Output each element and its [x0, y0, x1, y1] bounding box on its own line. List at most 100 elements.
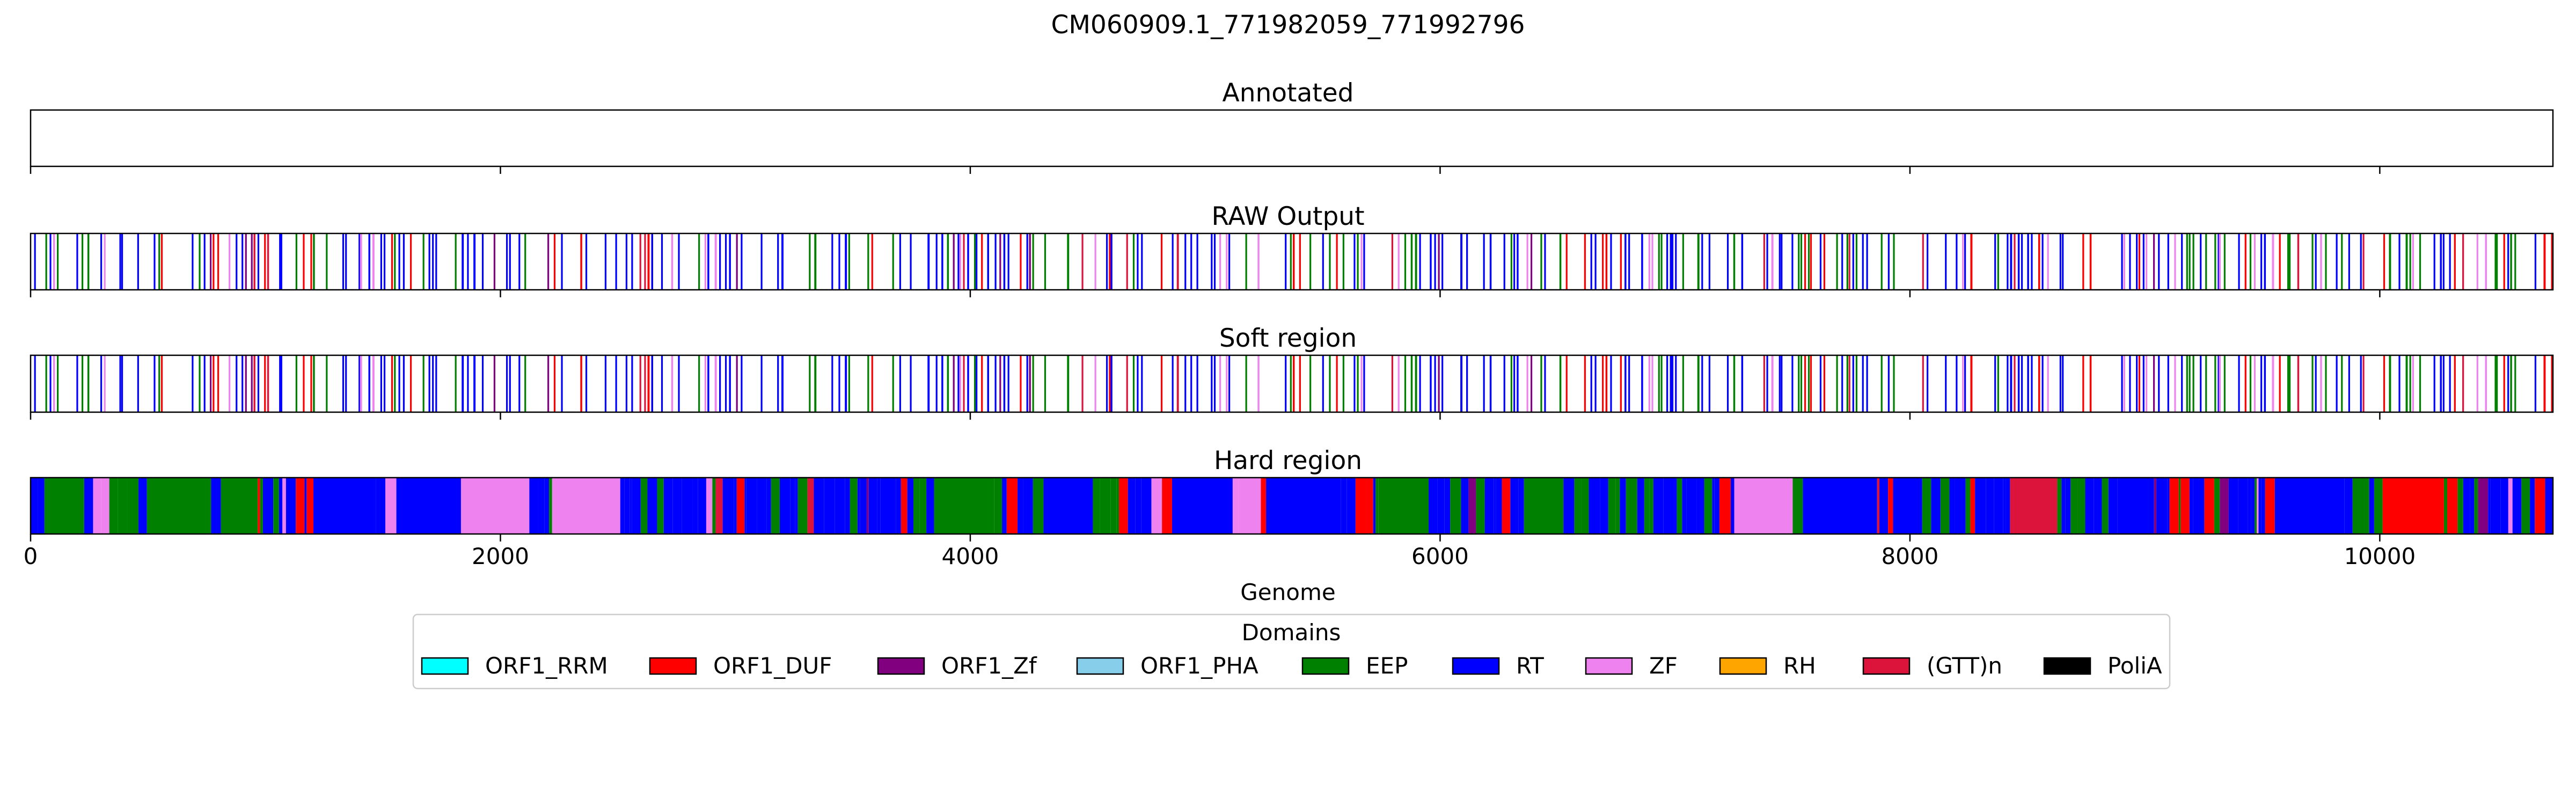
domain-segment [1020, 355, 1022, 412]
domain-segment [2010, 233, 2012, 290]
domain-segment [2382, 478, 2444, 534]
domain-segment [880, 478, 889, 534]
domain-segment [2200, 355, 2202, 412]
domain-segment [267, 355, 269, 412]
domain-segment [981, 355, 983, 412]
domain-segment [1819, 355, 1822, 412]
domain-segment [2059, 233, 2061, 290]
domain-segment [1141, 355, 1143, 412]
domain-segment [409, 355, 412, 412]
domain-segment [1373, 478, 1376, 534]
domain-segment [1032, 355, 1034, 412]
domain-segment [704, 233, 707, 290]
domain-segment [1329, 355, 1331, 412]
domain-segment [1342, 233, 1344, 290]
domain-segment [2510, 233, 2512, 290]
domain-segment [760, 355, 763, 412]
domain-segment [1067, 355, 1070, 412]
domain-segment [1862, 233, 1864, 290]
domain-segment [1517, 355, 1519, 412]
domain-segment [91, 478, 93, 534]
legend-swatch [1452, 657, 1500, 675]
domain-segment [257, 233, 260, 290]
domain-segment [757, 478, 767, 534]
domain-segment [538, 478, 545, 534]
domain-segment [1708, 233, 1710, 290]
domain-segment [1862, 355, 1864, 412]
domain-segment [2214, 478, 2220, 534]
domain-segment [1970, 233, 1973, 290]
domain-segment [467, 233, 469, 290]
domain-segment [927, 233, 930, 290]
domain-segment [372, 355, 375, 412]
domain-segment [2409, 355, 2411, 412]
domain-segment [1540, 233, 1542, 290]
domain-segment [1628, 355, 1630, 412]
domain-segment [1437, 478, 1445, 534]
domain-segment [1441, 355, 1444, 412]
domain-segment [2070, 478, 2078, 534]
domain-segment [217, 355, 219, 412]
domain-segment [1489, 355, 1492, 412]
domain-segment [707, 355, 709, 412]
domain-segment [959, 233, 962, 290]
domain-segment [671, 355, 674, 412]
domain-segment [1430, 355, 1432, 412]
domain-segment [941, 355, 943, 412]
domain-segment [2153, 355, 2155, 412]
domain-segment [1610, 233, 1612, 290]
domain-segment [119, 233, 121, 290]
domain-segment [310, 233, 312, 290]
domain-segment [2223, 233, 2226, 290]
domain-segment [2010, 478, 2058, 534]
domain-segment [2494, 233, 2497, 290]
domain-segment [2214, 355, 2216, 412]
domain-segment [963, 355, 965, 412]
panel-frame [30, 354, 2554, 413]
domain-segment [777, 355, 779, 412]
domain-segment [380, 233, 382, 290]
domain-segment [620, 478, 625, 534]
domain-segment [1922, 355, 1924, 412]
domain-segment [409, 233, 412, 290]
domain-segment [1510, 355, 1512, 412]
domain-segment [1292, 355, 1295, 412]
domain-segment [1357, 233, 1359, 290]
domain-segment [957, 233, 960, 290]
domain-segment [1341, 478, 1347, 534]
domain-segment [2261, 478, 2265, 534]
domain-segment [1226, 355, 1228, 412]
domain-segment [999, 233, 1001, 290]
domain-segment [2027, 233, 2029, 290]
domain-segment [1176, 355, 1179, 412]
domain-segment [1697, 355, 1700, 412]
domain-segment [1517, 233, 1519, 290]
domain-segment [2220, 478, 2229, 534]
domain-segment [1888, 478, 1891, 534]
domain-segment [2454, 355, 2456, 412]
domain-segment [2478, 478, 2489, 534]
domain-segment [647, 478, 657, 534]
domain-segment [1526, 355, 1528, 412]
domain-segment [1094, 355, 1096, 412]
domain-segment [1397, 355, 1400, 412]
domain-segment [974, 355, 976, 412]
domain-segment [2219, 233, 2221, 290]
domain-segment [561, 233, 563, 290]
domain-segment [1007, 233, 1009, 290]
legend-label: ORF1_PHA [1140, 653, 1258, 679]
domain-segment [1353, 355, 1356, 412]
domain-segment [1696, 478, 1704, 534]
domain-segment [2138, 233, 2141, 290]
domain-segment [229, 355, 231, 412]
domain-segment [2447, 478, 2458, 534]
domain-segment [1357, 355, 1359, 412]
domain-segment [2260, 233, 2263, 290]
domain-segment [1020, 233, 1022, 290]
domain-segment [967, 233, 969, 290]
domain-segment [547, 233, 550, 290]
domain-segment [1887, 233, 1890, 290]
domain-segment [2258, 478, 2262, 534]
domain-segment [1660, 233, 1663, 290]
domain-segment [615, 355, 617, 412]
